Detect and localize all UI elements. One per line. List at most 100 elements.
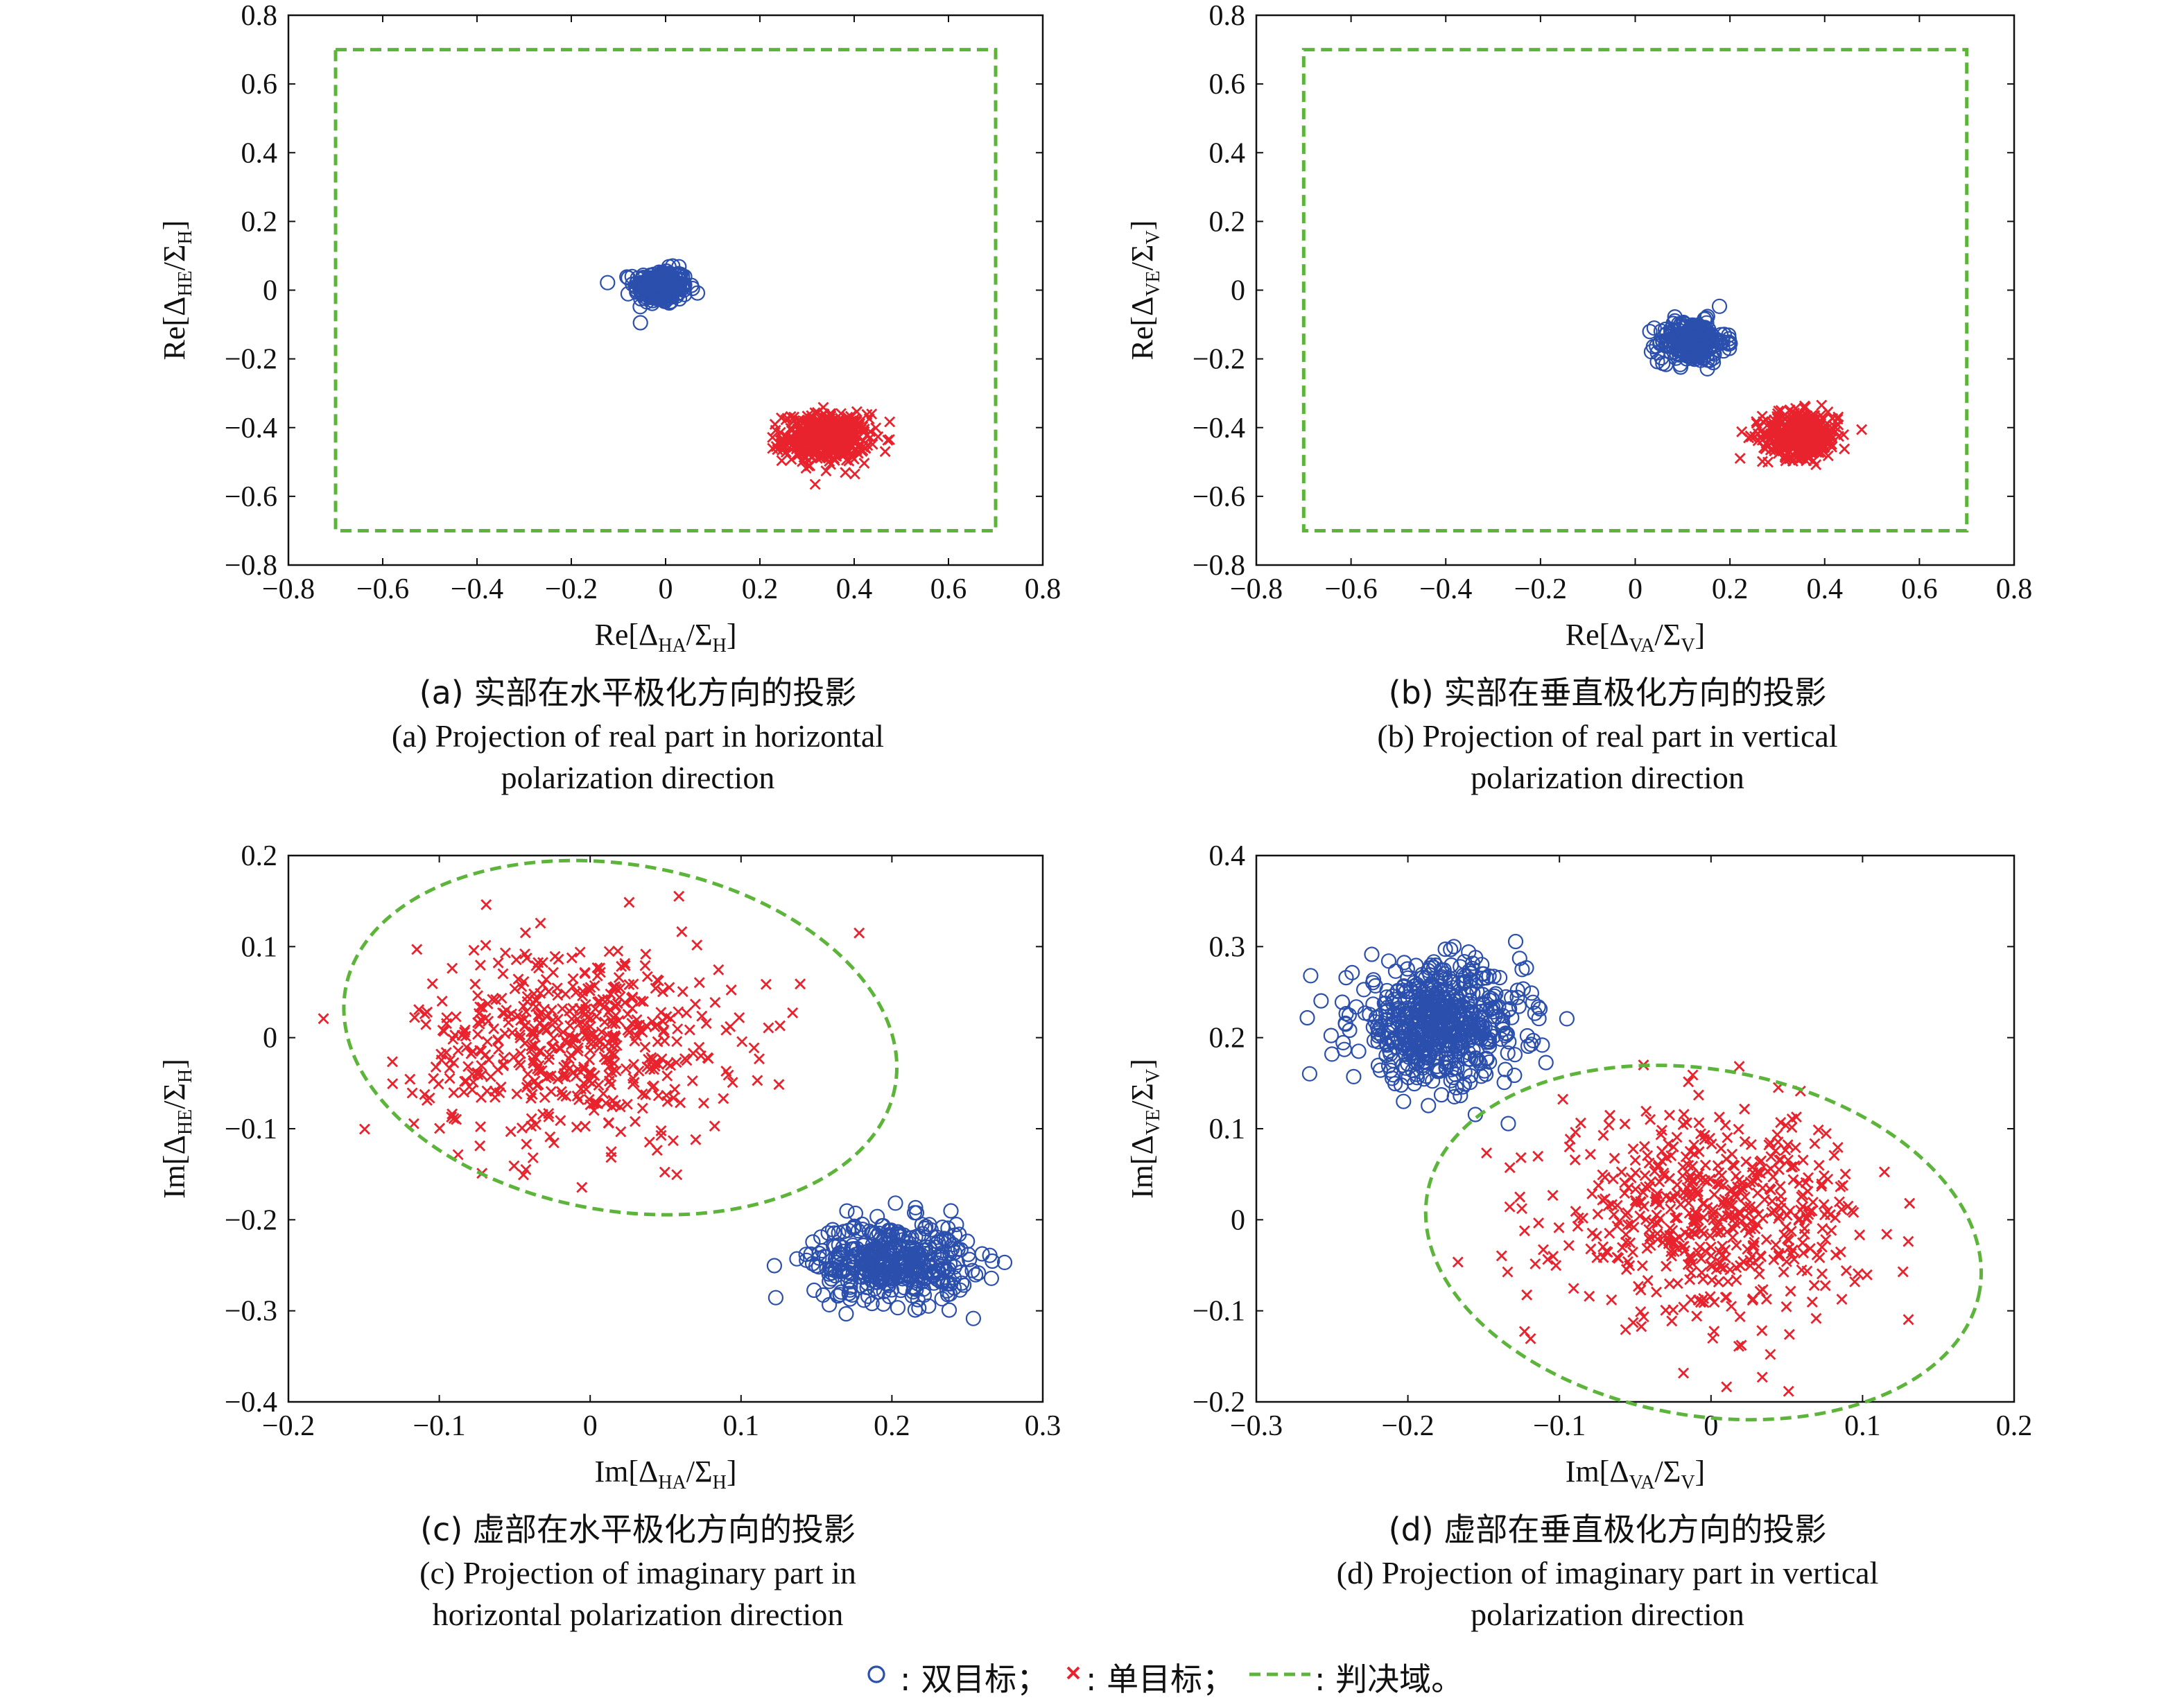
single-target-point (1816, 1241, 1828, 1253)
dual-target-point (1383, 1062, 1399, 1079)
single-target-point (1780, 1301, 1792, 1312)
single-target-point (774, 1020, 786, 1032)
single-target-point (1747, 1240, 1759, 1251)
single-target-point (686, 1075, 698, 1086)
dual-target-point (821, 1296, 838, 1313)
single-target-point (1827, 413, 1839, 424)
x-tick-label: −0.2 (545, 573, 598, 605)
single-target-point (1652, 1233, 1663, 1245)
x-tick-label: −0.3 (1230, 1410, 1283, 1442)
single-target-point (1758, 442, 1769, 453)
single-target-point (1837, 1179, 1848, 1191)
single-target-point (501, 1005, 512, 1016)
single-target-point (521, 1138, 532, 1150)
single-target-point (548, 1137, 560, 1149)
decision-region (333, 48, 998, 532)
single-target-point (579, 968, 591, 980)
single-target-point (599, 1016, 610, 1028)
single-target-point (547, 966, 559, 978)
dual-target-point (1498, 1061, 1514, 1077)
single-target-point (487, 994, 499, 1005)
single-target-point (779, 442, 790, 453)
dual-target-point (926, 1265, 942, 1281)
single-target-point (481, 1036, 493, 1048)
single-target-point (709, 996, 721, 1008)
single-target-point (556, 1089, 568, 1101)
single-target-point (537, 957, 548, 969)
dual-target-point (1422, 1009, 1438, 1025)
single-target-point (505, 1126, 517, 1138)
dual-target-point (1376, 995, 1392, 1012)
dual-target-point (1364, 946, 1380, 962)
single-target-point (557, 1003, 569, 1014)
x-axis-label: Im[ΔVA/ΣV] (1566, 1455, 1705, 1493)
single-target-point (592, 1098, 604, 1109)
single-target-point (1597, 1169, 1609, 1181)
single-target-point (1636, 1321, 1647, 1333)
dual-target-point (1335, 1034, 1351, 1051)
single-target-point (1731, 1240, 1742, 1251)
single-target-point (460, 1041, 472, 1053)
y-tick-label: −0.6 (1193, 481, 1245, 513)
single-target-point (1731, 1274, 1742, 1286)
single-target-point (1760, 1233, 1772, 1245)
single-target-point (1708, 1189, 1720, 1200)
dual-target-point (1527, 1005, 1543, 1021)
dual-target-point (971, 1265, 987, 1281)
single-target-point (539, 1091, 551, 1103)
single-target-point (767, 442, 779, 454)
caption-en-line2: polarization direction (1471, 760, 1744, 795)
single-target-point (1584, 1290, 1595, 1302)
single-target-point (488, 1023, 500, 1034)
dual-target-point (1357, 1005, 1373, 1021)
single-target-point (673, 1006, 684, 1018)
single-target-point (1760, 1293, 1772, 1305)
dual-target-point (1324, 1046, 1340, 1062)
single-target-point (827, 440, 839, 451)
dual-target-point (839, 1264, 856, 1280)
dual-target-point (929, 1229, 945, 1245)
single-target-point (1749, 1236, 1760, 1248)
dual-target-point (1523, 985, 1539, 1001)
single-target-point (1782, 1139, 1794, 1151)
single-target-point (1707, 1333, 1719, 1344)
single-target-point (603, 1037, 614, 1049)
single-target-point (1604, 1109, 1616, 1121)
single-target-point (1716, 1249, 1728, 1261)
dual-target-point (1351, 1043, 1367, 1059)
single-target-point (1611, 1251, 1623, 1263)
single-target-point (670, 1057, 682, 1068)
single-target-point (872, 431, 884, 442)
dual-target-point (1396, 1093, 1412, 1109)
single-target-point (467, 1046, 478, 1057)
single-target-point (636, 1088, 648, 1100)
single-target-point (512, 973, 524, 985)
single-target-point (630, 1116, 641, 1127)
single-target-point (1817, 1223, 1828, 1235)
dual-target-point (889, 1226, 905, 1242)
dual-target-point (825, 1238, 842, 1254)
single-target-point (839, 422, 851, 433)
single-target-point (668, 1092, 679, 1104)
single-target-point (752, 1075, 763, 1086)
single-target-point (516, 1122, 528, 1134)
single-target-point (1770, 428, 1782, 440)
single-target-point (1897, 1266, 1909, 1278)
caption-cn: (b) 实部在垂直极化方向的投影 (1389, 674, 1827, 711)
single-target-point (1599, 1193, 1611, 1205)
single-target-point (1783, 1234, 1794, 1246)
single-target-point (1832, 431, 1844, 442)
single-target-point (573, 1094, 584, 1106)
single-target-point (592, 1035, 604, 1047)
panel-a: −0.8 −0.6 −0.4 −0.2 0 0.2 0.4 0.6 0.8 −0.8 −0.6 −0.… (157, 0, 1061, 795)
y-tick-label: −0.4 (225, 413, 277, 444)
dual-target-point (867, 1226, 883, 1242)
single-target-point (483, 1016, 494, 1027)
dual-target-point (942, 1245, 958, 1261)
dual-target-point (1337, 1016, 1353, 1032)
dual-target-point (1446, 1069, 1462, 1086)
dual-target-point (1370, 1034, 1386, 1050)
dual-target-point (803, 1246, 819, 1262)
single-target-point (520, 1006, 532, 1018)
single-target-point (616, 960, 627, 972)
